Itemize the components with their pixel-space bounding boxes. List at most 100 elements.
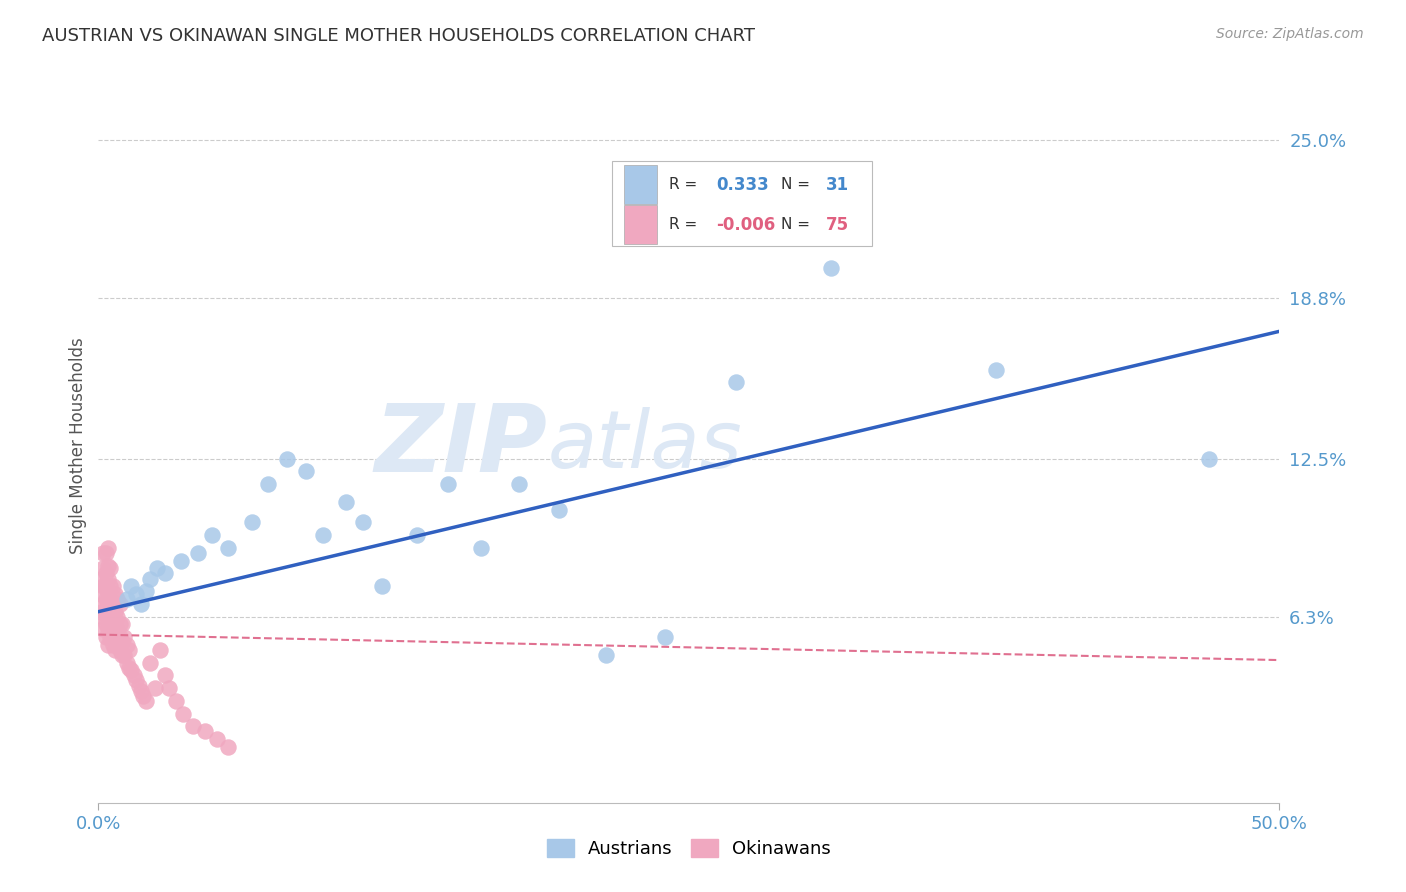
Point bbox=[101, 579, 124, 593]
Point bbox=[128, 679, 150, 693]
Bar bbox=[624, 165, 657, 204]
Point bbox=[90, 605, 112, 619]
Point bbox=[111, 617, 134, 632]
Text: AUSTRIAN VS OKINAWAN SINGLE MOTHER HOUSEHOLDS CORRELATION CHART: AUSTRIAN VS OKINAWAN SINGLE MOTHER HOUSE… bbox=[42, 27, 755, 45]
Point bbox=[139, 572, 162, 586]
Point bbox=[312, 528, 335, 542]
Point bbox=[217, 541, 239, 555]
Point bbox=[153, 668, 176, 682]
Text: R =: R = bbox=[669, 218, 702, 232]
Point bbox=[90, 572, 112, 586]
Point bbox=[105, 623, 128, 637]
Point bbox=[101, 638, 124, 652]
Point bbox=[201, 528, 224, 542]
Point bbox=[104, 605, 127, 619]
Point bbox=[153, 566, 176, 581]
Point bbox=[108, 617, 131, 632]
Point bbox=[111, 648, 134, 662]
Point bbox=[104, 643, 127, 657]
Point bbox=[98, 561, 121, 575]
Point bbox=[139, 656, 162, 670]
Point bbox=[91, 597, 114, 611]
Point bbox=[90, 587, 112, 601]
Point bbox=[121, 579, 143, 593]
Point bbox=[108, 643, 131, 657]
Point bbox=[125, 587, 148, 601]
Point bbox=[105, 609, 128, 624]
Point bbox=[105, 591, 128, 606]
Point bbox=[170, 554, 193, 568]
Legend: Austrians, Okinawans: Austrians, Okinawans bbox=[547, 838, 831, 858]
Point bbox=[470, 541, 492, 555]
Point bbox=[91, 546, 114, 560]
Bar bbox=[624, 205, 657, 244]
Point bbox=[94, 591, 117, 606]
Point bbox=[108, 630, 131, 644]
Point bbox=[129, 597, 152, 611]
Point bbox=[548, 502, 571, 516]
Point bbox=[94, 630, 117, 644]
Point bbox=[165, 694, 187, 708]
Point bbox=[118, 643, 141, 657]
Point bbox=[172, 706, 194, 721]
Point bbox=[157, 681, 180, 695]
Point bbox=[97, 597, 120, 611]
Point bbox=[97, 584, 120, 599]
Text: N =: N = bbox=[782, 177, 815, 192]
Point bbox=[335, 495, 357, 509]
Point bbox=[98, 630, 121, 644]
Point bbox=[91, 579, 114, 593]
Point bbox=[94, 566, 117, 581]
Point bbox=[97, 638, 120, 652]
Point bbox=[121, 663, 143, 677]
FancyBboxPatch shape bbox=[612, 161, 872, 246]
Point bbox=[98, 579, 121, 593]
Point bbox=[104, 587, 127, 601]
Text: 31: 31 bbox=[825, 176, 849, 194]
Point bbox=[115, 638, 138, 652]
Point bbox=[105, 638, 128, 652]
Point bbox=[97, 558, 120, 573]
Point bbox=[112, 648, 135, 662]
Point bbox=[98, 605, 121, 619]
Point bbox=[94, 605, 117, 619]
Point bbox=[276, 451, 298, 466]
Point bbox=[91, 561, 114, 575]
Point bbox=[97, 572, 120, 586]
Point bbox=[97, 623, 120, 637]
Point bbox=[146, 561, 169, 575]
Text: atlas: atlas bbox=[547, 407, 742, 485]
Point bbox=[240, 516, 263, 530]
Point bbox=[217, 739, 239, 754]
Point bbox=[406, 528, 429, 542]
Point bbox=[108, 597, 131, 611]
Point bbox=[91, 609, 114, 624]
Point bbox=[187, 546, 209, 560]
Text: R =: R = bbox=[669, 177, 702, 192]
Point bbox=[94, 617, 117, 632]
Point bbox=[97, 609, 120, 624]
Point bbox=[135, 584, 157, 599]
Point bbox=[135, 694, 157, 708]
Point bbox=[143, 681, 166, 695]
Y-axis label: Single Mother Households: Single Mother Households bbox=[69, 338, 87, 554]
Text: 0.333: 0.333 bbox=[716, 176, 769, 194]
Point bbox=[101, 609, 124, 624]
Point bbox=[101, 597, 124, 611]
Point bbox=[129, 683, 152, 698]
Text: -0.006: -0.006 bbox=[716, 216, 775, 234]
Point bbox=[352, 516, 374, 530]
Point bbox=[98, 617, 121, 632]
Point bbox=[181, 719, 204, 733]
Point bbox=[94, 546, 117, 560]
Text: ZIP: ZIP bbox=[374, 400, 547, 492]
Point bbox=[1198, 451, 1220, 466]
Point bbox=[371, 579, 394, 593]
Point bbox=[132, 689, 155, 703]
Point bbox=[149, 643, 172, 657]
Point bbox=[205, 732, 228, 747]
Point bbox=[111, 635, 134, 649]
Point bbox=[595, 648, 617, 662]
Point bbox=[257, 477, 280, 491]
Text: N =: N = bbox=[782, 218, 815, 232]
